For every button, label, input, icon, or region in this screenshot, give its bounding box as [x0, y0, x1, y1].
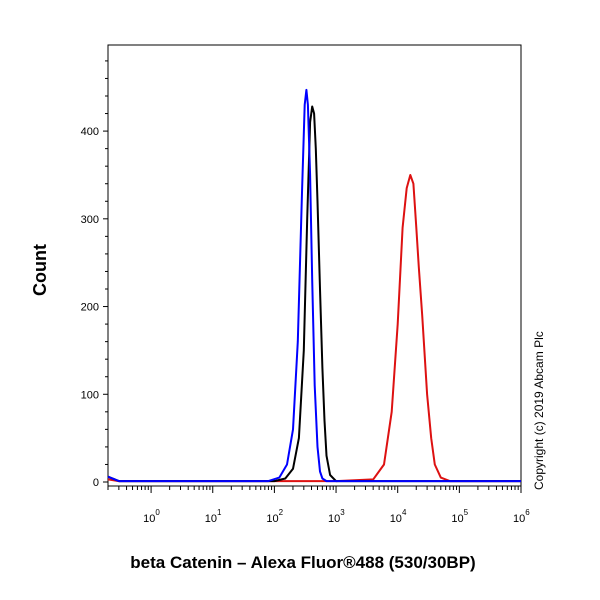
- tick-labels: 0 100 200 300 400 100 101 102 103 104 105 106: [81, 126, 531, 525]
- series-layer: [107, 88, 521, 483]
- y-axis-title: Count: [30, 244, 50, 296]
- x-tick-label: 105: [451, 508, 468, 525]
- series-line: [107, 174, 521, 483]
- x-tick-label: 104: [390, 508, 407, 525]
- x-tick-label: 106: [513, 508, 530, 525]
- copyright-annotation: Copyright (c) 2019 Abcam Plc: [532, 331, 546, 490]
- x-axis-title: beta Catenin – Alexa Fluor®488 (530/30BP…: [130, 553, 475, 572]
- axis-ticks: [103, 60, 522, 493]
- x-tick-label: 101: [205, 508, 222, 525]
- plot-frame: [107, 44, 522, 487]
- x-tick-label: 100: [143, 508, 160, 525]
- series-line: [107, 105, 521, 483]
- y-tick-label: 0: [93, 477, 99, 489]
- x-tick-label: 102: [266, 508, 283, 525]
- y-tick-label: 200: [81, 302, 99, 314]
- x-tick-label: 103: [328, 508, 345, 525]
- y-tick-label: 400: [81, 126, 99, 138]
- y-tick-label: 100: [81, 389, 99, 401]
- y-tick-label: 300: [81, 214, 99, 226]
- series-line: [107, 88, 521, 483]
